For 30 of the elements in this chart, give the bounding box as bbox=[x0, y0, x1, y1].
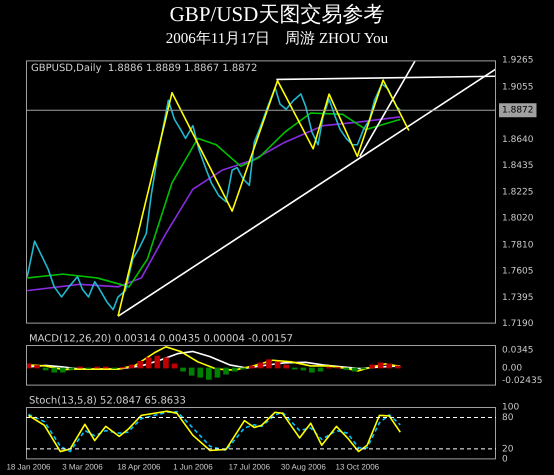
chart-subtitle: 2006年11月17日 周游 ZHOU You bbox=[164, 30, 390, 49]
y-tick-label: 1.7395 bbox=[502, 292, 534, 303]
y-tick-label: 1.8640 bbox=[502, 135, 534, 146]
x-tick-label: 13 Oct 2006 bbox=[336, 462, 380, 472]
y-tick-label: 1.9265 bbox=[502, 56, 534, 66]
y-tick-label: 1.7605 bbox=[502, 266, 534, 276]
y-tick-label: 0.00 bbox=[502, 363, 522, 374]
y-tick-label: 0.0345 bbox=[502, 346, 534, 356]
x-tick-label: 30 Aug 2006 bbox=[280, 462, 326, 472]
y-tick-label: 20 bbox=[502, 444, 514, 454]
x-tick-label: 18 Apr 2006 bbox=[117, 462, 162, 472]
y-tick-label: 80 bbox=[502, 412, 514, 423]
chart-title: Stoch(13,5,8) 52.0847 65.8633 bbox=[29, 396, 186, 407]
annotation: GBPUSD,Daily 1.8886 1.8889 1.8867 1.8872 bbox=[31, 62, 258, 74]
x-tick-label: 18 Jan 2006 bbox=[6, 462, 52, 472]
y-tick-label: 1.8435 bbox=[502, 161, 534, 172]
y-tick-label: 0 bbox=[502, 454, 508, 465]
y-tick-label: 100 bbox=[502, 402, 520, 412]
chart-title: GBP/USD天图交易参考 bbox=[168, 1, 386, 28]
x-tick-label: 17 Jul 2006 bbox=[228, 462, 271, 472]
y-tick-label: 1.7190 bbox=[502, 318, 534, 329]
x-tick-label: 3 Mar 2006 bbox=[62, 462, 104, 472]
y-tick-label: 1.8020 bbox=[502, 214, 534, 224]
chart-title: MACD(12,26,20) 0.00314 0.00435 0.00004 -0.00157 bbox=[29, 334, 294, 345]
y-tick-label: 1.7810 bbox=[502, 240, 534, 250]
x-tick-label: 1 Jun 2006 bbox=[173, 462, 214, 472]
y-tick-label: 1.9055 bbox=[502, 82, 534, 92]
ref-line-label: 1.8872 bbox=[502, 106, 534, 116]
y-tick-label: 1.8225 bbox=[502, 188, 534, 198]
y-tick-label: -0.02435 bbox=[502, 376, 542, 386]
